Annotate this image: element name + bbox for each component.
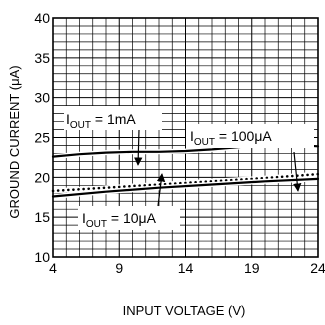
y-tick-label: 20 [34, 169, 50, 185]
plot-frame [52, 17, 319, 258]
annotation-10ua-rest: = 10μA [107, 210, 157, 226]
annotation-100ua-main: I [190, 128, 194, 144]
annotation-100ua-sub: OUT [194, 137, 215, 148]
annotation-1ma-arrow [134, 129, 143, 166]
y-tick-label: 10 [34, 249, 50, 265]
x-tick-label: 9 [115, 260, 123, 276]
x-axis-label: INPUT VOLTAGE (V) [123, 303, 246, 318]
y-tick-label: 25 [34, 130, 50, 146]
svg-text:IOUT = 1mA: IOUT = 1mA [66, 111, 136, 131]
annotation-100ua-rest: = 100μA [215, 128, 272, 144]
annotation-10ua-main: I [82, 210, 86, 226]
annotation-1ma-main: I [66, 111, 70, 127]
y-axis-label: GROUND CURRENT (μA) [7, 65, 22, 218]
annotation-10ua-arrow [156, 173, 166, 207]
annotation-1ma-rest: = 1mA [91, 111, 136, 127]
x-tick-label: 4 [49, 260, 57, 276]
tick-labels: 4 9 14 19 24 10 15 20 25 30 35 40 [34, 10, 325, 276]
y-tick-label: 35 [34, 50, 50, 66]
plot-border [52, 17, 319, 258]
series-line-2 [51, 177, 320, 198]
x-tick-label: 24 [310, 260, 325, 276]
svg-text:IOUT = 10μA: IOUT = 10μA [82, 210, 157, 230]
y-tick-label: 40 [34, 10, 50, 26]
annotation-10ua-sub: OUT [86, 219, 107, 230]
annotation-10ua: IOUT = 10μA [78, 173, 180, 230]
svg-text:IOUT = 100μA: IOUT = 100μA [190, 128, 272, 148]
annotation-1ma: IOUT = 1mA [64, 106, 162, 166]
annotation-100ua-arrow [293, 151, 302, 192]
y-tick-label: 15 [34, 209, 50, 225]
annotation-100ua: IOUT = 100μA [186, 124, 314, 192]
y-tick-label: 30 [34, 90, 50, 106]
series-line-1 [51, 172, 320, 193]
x-tick-label: 14 [178, 260, 194, 276]
x-tick-label: 19 [244, 260, 260, 276]
annotation-1ma-sub: OUT [70, 120, 91, 131]
